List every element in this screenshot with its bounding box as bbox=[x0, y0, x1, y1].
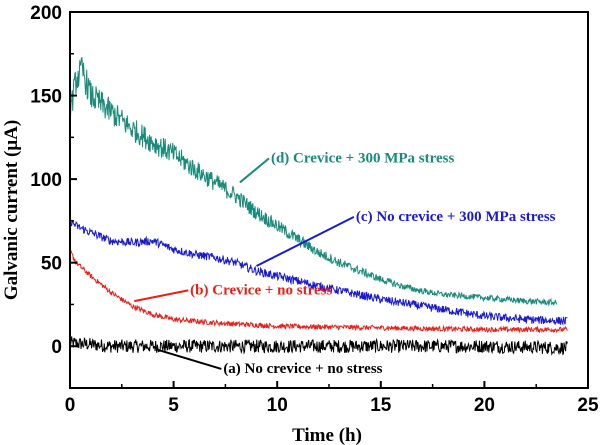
annotations-layer: (d) Crevice + 300 MPa stress (c) No crevi… bbox=[134, 150, 556, 377]
y-tick-label: 200 bbox=[30, 3, 62, 24]
annotation-pointer bbox=[156, 348, 222, 370]
y-tick-label: 100 bbox=[30, 170, 62, 191]
series-line-d bbox=[69, 57, 558, 307]
series-layer bbox=[69, 57, 568, 356]
series-line-c bbox=[69, 217, 568, 326]
y-tick-label: 0 bbox=[51, 337, 62, 358]
annotation-pointer bbox=[239, 157, 270, 184]
x-tick-label: 0 bbox=[65, 395, 76, 416]
annotation-label: (b) Crevice + no stress bbox=[190, 282, 332, 298]
x-tick-label: 25 bbox=[577, 395, 599, 416]
y-axis-title: Galvanic current (μA) bbox=[1, 120, 22, 300]
y-tick-label: 150 bbox=[30, 87, 62, 108]
x-axis-title: Time (h) bbox=[292, 425, 362, 445]
annotation-label: (a) No crevice + no stress bbox=[223, 361, 382, 377]
x-tick-label: 20 bbox=[474, 395, 495, 416]
annotation-label: (d) Crevice + 300 MPa stress bbox=[271, 150, 455, 166]
x-tick-label: 10 bbox=[267, 395, 288, 416]
ticks-layer: 0 5 10 15 20 25 0 50 100 150 200 bbox=[30, 3, 599, 416]
annotation-pointer bbox=[134, 289, 189, 303]
series-line-b bbox=[69, 248, 568, 334]
y-tick-label: 50 bbox=[41, 254, 62, 275]
x-tick-label: 15 bbox=[370, 395, 392, 416]
annotation-pointer bbox=[256, 215, 355, 267]
annotation-label: (c) No crevice + 300 MPa stress bbox=[356, 209, 556, 225]
series-line-a bbox=[69, 336, 568, 356]
x-tick-label: 5 bbox=[168, 395, 179, 416]
plot-frame bbox=[69, 11, 589, 389]
